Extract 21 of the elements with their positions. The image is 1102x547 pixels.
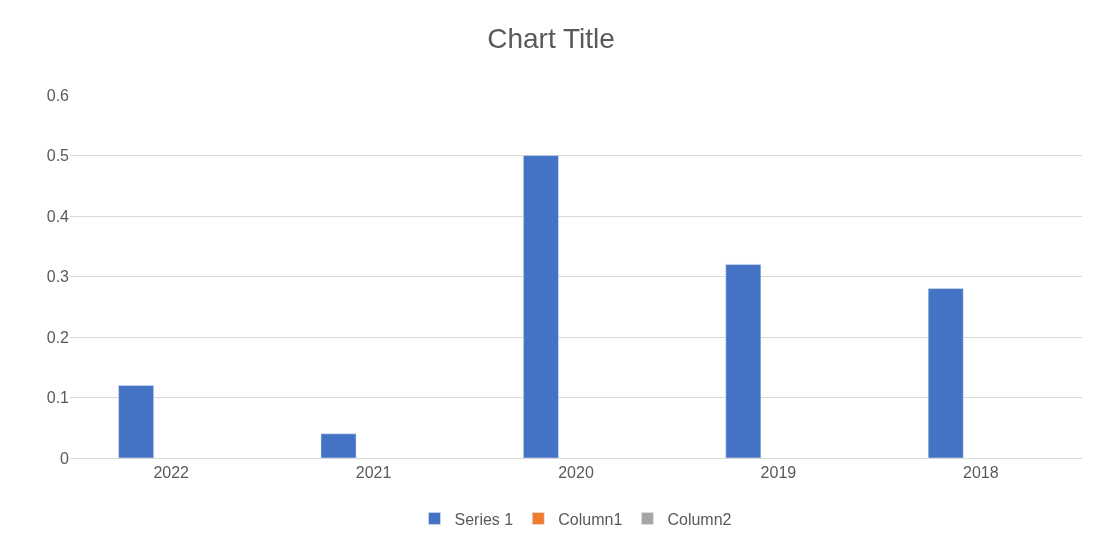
y-tick-label: 0.4	[46, 207, 70, 225]
x-tick-label: 2019	[760, 464, 797, 482]
bar	[725, 264, 762, 458]
y-tick-label: 0.2	[46, 328, 70, 346]
bar	[927, 288, 964, 458]
x-tick-label: 2018	[963, 464, 999, 482]
y-tick-label: 0.6	[46, 86, 70, 104]
legend-label: Column2	[667, 510, 732, 528]
legend-label: Series 1	[454, 510, 514, 528]
y-tick-label: 0.3	[46, 268, 70, 286]
bar	[118, 385, 154, 458]
bar	[523, 155, 559, 458]
y-tick-label: 0.5	[46, 147, 70, 165]
y-tick-label: 0.1	[46, 389, 70, 407]
legend-label: Column1	[558, 510, 623, 528]
chart-title: Chart Title	[487, 23, 615, 55]
x-tick-label: 2022	[153, 464, 190, 482]
y-tick-label: 0	[60, 449, 70, 467]
bar	[320, 433, 357, 458]
x-tick-label: 2020	[558, 464, 594, 482]
x-tick-label: 2021	[355, 464, 392, 482]
